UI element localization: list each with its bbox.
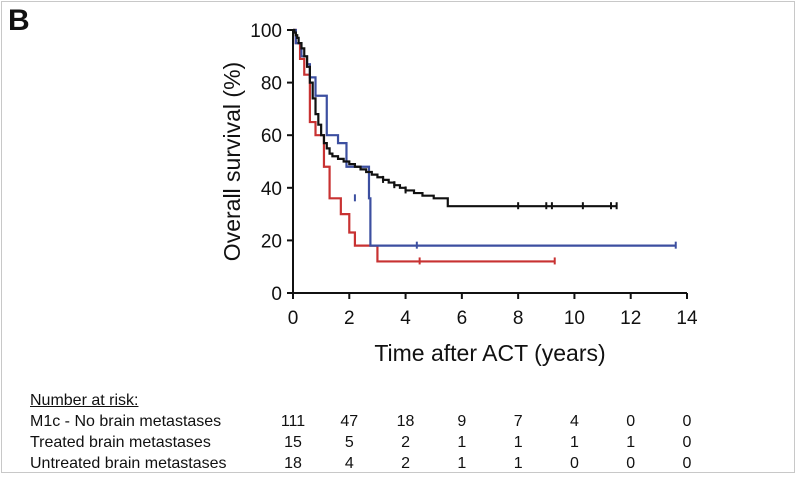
y-tick-label: 40 (261, 179, 282, 200)
risk-cell: 4 (344, 455, 354, 472)
risk-cell: 47 (340, 413, 359, 430)
chart-axes: 0 2 4 6 8 10 12 14 0 20 40 60 80 100 (250, 21, 698, 329)
risk-cell: 111 (280, 413, 306, 430)
risk-table-header: Number at risk: (30, 392, 139, 409)
survival-curve-1 (293, 28, 676, 247)
risk-cell: 7 (513, 413, 523, 430)
risk-cell: 1 (513, 455, 523, 472)
x-tick-label: 12 (620, 308, 641, 329)
risk-cell: 1 (513, 434, 523, 451)
risk-cell: 2 (401, 455, 411, 472)
risk-cell: 0 (569, 455, 579, 472)
risk-cell: 4 (569, 413, 579, 430)
y-axis-title: Overall survival (%) (219, 62, 245, 261)
x-tick-label: 10 (564, 308, 585, 329)
survival-curve-2 (293, 28, 555, 263)
x-tick-label: 2 (344, 308, 355, 329)
risk-cell: 9 (457, 413, 467, 430)
x-tick-label: 6 (457, 308, 468, 329)
y-tick-label: 0 (271, 284, 282, 305)
x-axis-title: Time after ACT (years) (374, 340, 605, 366)
risk-cell: 5 (344, 434, 354, 451)
x-tick-label: 0 (288, 308, 299, 329)
y-tick-label: 80 (261, 74, 282, 95)
risk-cell: 0 (626, 455, 636, 472)
risk-row-treated-brain-mets: Treated brain metastases 15 5 2 1 1 1 1 0 (30, 434, 730, 454)
risk-cell: 1 (457, 434, 467, 451)
risk-cell: 0 (682, 413, 692, 430)
risk-cell: 0 (682, 455, 692, 472)
y-tick-label: 100 (250, 21, 282, 42)
risk-row-label: Treated brain metastases (30, 434, 211, 451)
y-tick-label: 60 (261, 126, 282, 147)
risk-row-untreated-brain-mets: Untreated brain metastases 18 4 2 1 1 0 0 0 (30, 455, 730, 475)
panel-label: B (8, 4, 30, 37)
risk-cell: 15 (284, 434, 302, 451)
x-tick-label: 4 (400, 308, 411, 329)
risk-cell: 1 (626, 434, 636, 451)
risk-row-no-brain-mets: M1c - No brain metastases 111 47 18 9 7 4 0 0 (30, 413, 730, 433)
risk-cell: 2 (401, 434, 411, 451)
risk-cell: 0 (626, 413, 636, 430)
risk-row-label: M1c - No brain metastases (30, 413, 222, 430)
risk-row-label: Untreated brain metastases (30, 455, 227, 472)
y-tick-label: 20 (261, 231, 282, 252)
risk-cell: 0 (682, 434, 692, 451)
x-tick-label: 14 (676, 308, 698, 329)
survival-curve-0 (293, 28, 617, 208)
risk-cell: 1 (569, 434, 579, 451)
x-tick-label: 8 (513, 308, 524, 329)
chart-series-layer (293, 28, 677, 265)
survival-chart: 0 2 4 6 8 10 12 14 0 20 40 60 80 100 Time after ACT (… (219, 21, 698, 366)
risk-cell: 18 (284, 455, 302, 472)
risk-cell: 18 (396, 413, 415, 430)
risk-cell: 1 (457, 455, 467, 472)
